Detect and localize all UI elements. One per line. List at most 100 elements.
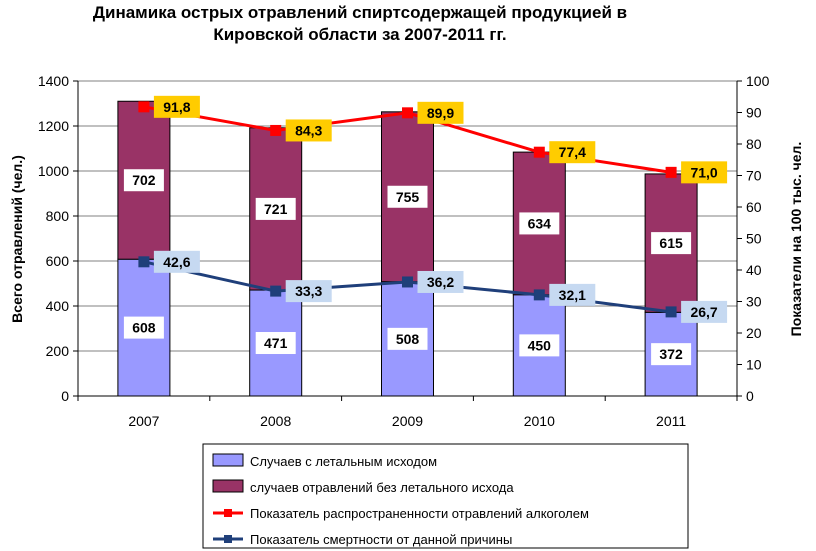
bars [117,100,698,397]
bar-lethal-label-bg [651,343,692,366]
y2-tick-label: 80 [746,136,762,152]
bar-nonlethal-label-text: 721 [264,201,288,217]
legend-box [202,443,689,549]
y2-tick-label: 40 [746,262,762,278]
legend-label: случаев отравлений без летального исхода [250,480,514,495]
line-1-label-bg [285,280,332,303]
legend-swatch [212,453,244,467]
line-1-label-bg [153,250,200,273]
x-tick-label: 2007 [128,413,159,429]
y2-tick-label: 20 [746,325,762,341]
line-1-label: 42,6 [153,250,200,273]
line-0-marker [402,107,413,119]
line-0-label-bg [417,101,464,124]
y2-axis-label: Показатели на 100 тыс. чел. [788,142,804,337]
y-tick-label: 1000 [38,163,69,179]
y2-tick-label: 30 [746,294,762,310]
line-0-label: 91,8 [153,95,200,118]
line-1-label-text: 26,7 [690,304,717,320]
bar-nonlethal-label-text: 634 [528,215,552,231]
bar-lethal-label: 450 [519,334,560,357]
bar-lethal-label-bg [123,316,164,339]
y-tick-label: 800 [46,208,70,224]
bar-lethal-label-text: 372 [659,346,683,362]
y-tick-label: 600 [46,253,70,269]
bar-lethal-label: 508 [387,327,428,350]
bar-lethal-label-bg [519,334,560,357]
line-1-label: 32,1 [549,283,596,306]
legend-marker [224,509,232,517]
legend-label: Показатель смертности от данной причины [250,532,512,547]
legend-label: Случаев с летальным исходом [250,454,437,469]
line-0-label-bg [549,141,596,164]
line-0-label: 77,4 [549,141,596,164]
line-0-label: 84,3 [285,119,332,142]
line-0-label: 89,9 [417,101,464,124]
axes: 0 200 400 600 800 1000 1200 1400 0 10 20 30 40 50 60 70… [38,73,770,429]
line-1-label-bg [681,300,728,323]
y-tick-label: 0 [61,388,69,404]
bar-nonlethal-label-bg [123,169,164,192]
bar-lethal-label-text: 471 [264,335,288,351]
line-0-label-bg [285,119,332,142]
legend-marker [224,535,232,543]
line-1-marker [402,276,413,288]
bar-nonlethal-label: 755 [387,185,428,208]
legend-item: случаев отравлений без летального исхода [212,479,514,495]
line-1-label: 26,7 [681,300,728,323]
bar-nonlethal-label-bg [387,185,428,208]
y2-tick-label: 90 [746,105,762,121]
line-0-label-text: 89,9 [427,105,454,121]
line-0-label: 71,0 [681,161,728,184]
line-1-marker [533,289,545,301]
y2-tick-label: 60 [746,199,762,215]
chart-title-line-1: Динамика острых отравлений спиртсодержащ… [93,3,627,22]
legend-label: Показатель распространенности отравлений… [250,506,589,521]
y2-tick-label: 10 [746,357,762,373]
line-1-marker [270,285,282,297]
bar-nonlethal-label: 634 [519,212,560,235]
data-labels: 608 702 471 721 508 755 450 634 372 615 91,8 84,3 89… [123,95,728,366]
line-1-marker [665,306,677,318]
bar-lethal-label: 372 [651,343,692,366]
bar-nonlethal-label-text: 755 [396,189,420,205]
line-1-marker [138,256,150,268]
bar-nonlethal-label-text: 615 [659,235,683,251]
bar-nonlethal-label-text: 702 [132,172,156,188]
x-tick-label: 2009 [392,413,423,429]
y-tick-label: 1400 [38,73,69,89]
legend-swatch [212,479,244,493]
line-0-label-bg [153,95,200,118]
x-tick-label: 2008 [260,413,291,429]
line-0-label-bg [681,161,728,184]
y2-tick-label: 50 [746,231,762,247]
line-0-label-text: 71,0 [690,164,717,180]
line-1-label-bg [417,270,464,293]
line-0-marker [270,124,282,136]
bar-nonlethal-label-bg [255,197,296,220]
chart-title-line-2: Кировской области за 2007-2011 гг. [213,25,506,44]
bar-lethal-label-bg [387,327,428,350]
bar-lethal-label-text: 508 [396,331,420,347]
y2-tick-label: 0 [746,388,754,404]
bar-nonlethal-label-bg [519,212,560,235]
legend-item: Показатель распространенности отравлений… [213,506,589,521]
y2-tick-label: 70 [746,168,762,184]
line-1-label-text: 33,3 [295,283,322,299]
legend: Случаев с летальным исходом случаев отрав… [202,443,689,549]
y-tick-label: 1200 [38,118,69,134]
y2-tick-label: 100 [746,73,770,89]
line-1-label-text: 42,6 [163,254,190,270]
bar-lethal-label-bg [255,332,296,355]
legend-item: Показатель смертности от данной причины [213,532,512,547]
bar-lethal-label: 471 [255,332,296,355]
bar-lethal-label-text: 450 [528,337,552,353]
line-0-label-text: 77,4 [559,144,586,160]
line-1-label-bg [549,283,596,306]
y-tick-label: 400 [46,298,70,314]
y-tick-label: 200 [46,343,70,359]
bar-nonlethal-label-bg [651,232,692,255]
line-1-label-text: 36,2 [427,274,454,290]
line-1-label: 36,2 [417,270,464,293]
